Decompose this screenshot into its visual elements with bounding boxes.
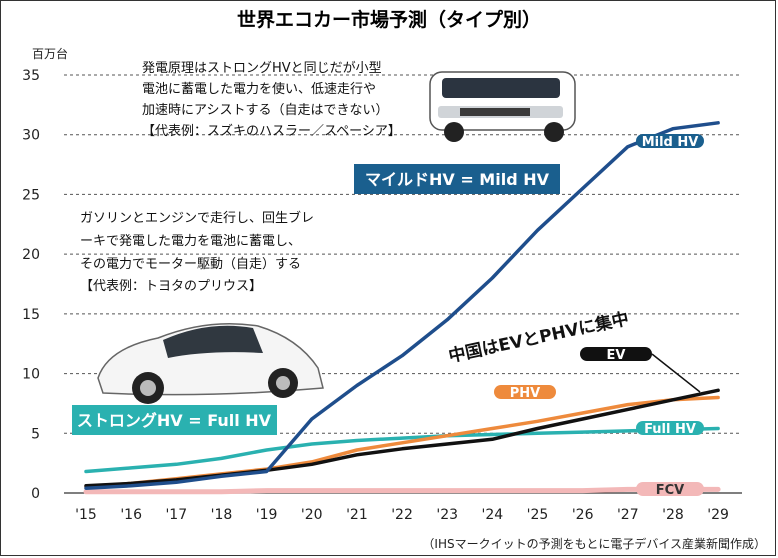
full-desc-line-4: 【代表例：トヨタのプリウス】 <box>80 279 262 294</box>
x-tick-label: '27 <box>617 507 639 523</box>
y-tick-label: 0 <box>31 486 40 502</box>
y-tick-label: 20 <box>22 247 40 263</box>
phv-tag: PHV <box>494 385 556 401</box>
x-tick-label: '15 <box>75 507 97 523</box>
x-tick-label: '16 <box>120 507 142 523</box>
mild-hv-tag: Mild HV <box>636 134 704 150</box>
full-hv-tag-label: Full HV <box>644 422 696 437</box>
x-axis-ticks: '15 '16 '17 '18 '19 '20 '21 '22 '23 '24 '25 '26 '27 '… <box>75 507 729 523</box>
full-desc-line-1: ガソリンとエンジンで走行し、回生ブレ <box>80 210 314 226</box>
phv-tag-label: PHV <box>510 386 540 401</box>
x-tick-label: '19 <box>256 507 278 523</box>
y-tick-label: 35 <box>22 68 40 84</box>
full-hv-box <box>72 405 277 435</box>
y-tick-label: 15 <box>22 307 40 323</box>
y-tick-label: 25 <box>22 187 40 203</box>
suzuki-car-illustration <box>429 71 576 142</box>
ev-tag-leader <box>651 353 701 393</box>
x-tick-label: '22 <box>391 507 413 523</box>
mild-hv-tag-label: Mild HV <box>642 135 699 150</box>
x-tick-label: '20 <box>301 507 323 523</box>
ev-tag-label: EV <box>607 348 626 363</box>
mild-hv-box-label: マイルドHV = Mild HV <box>365 170 550 189</box>
fcv-tag: FCV <box>636 482 704 498</box>
y-tick-label: 30 <box>22 128 40 144</box>
x-tick-label: '26 <box>572 507 594 523</box>
series-line-full-hv <box>84 426 720 474</box>
fcv-tag-label: FCV <box>656 483 684 498</box>
series-line-mild-hv <box>84 121 720 490</box>
y-tick-label: 5 <box>31 426 40 442</box>
mild-desc-line-1: 発電原理はストロングHVと同じだが小型 <box>142 61 382 76</box>
x-tick-label: '28 <box>662 507 684 523</box>
ev-tag: EV <box>580 347 701 393</box>
mild-hv-description: 発電原理はストロングHVと同じだが小型 電池に蓄電した電力を使い、低速走行や 加… <box>142 61 401 139</box>
y-axis-ticks: 0 5 10 15 20 25 30 35 <box>22 68 40 502</box>
x-tick-label: '23 <box>436 507 458 523</box>
full-hv-box-label: ストロングHV = Full HV <box>77 411 272 430</box>
mild-desc-line-4: 【代表例：スズキのハスラー／スペーシア】 <box>142 123 401 139</box>
gridlines <box>64 74 742 494</box>
x-tick-label: '29 <box>707 507 729 523</box>
mild-desc-line-3: 加速時にアシストする（自走はできない） <box>142 103 388 118</box>
x-tick-label: '21 <box>346 507 368 523</box>
series-line-ev <box>84 388 720 488</box>
y-axis-unit: 百万台 <box>32 46 68 61</box>
series-lines <box>83 121 721 495</box>
mild-hv-box <box>354 164 560 194</box>
x-tick-label: '17 <box>165 507 187 523</box>
full-hv-tag: Full HV <box>636 421 704 437</box>
full-desc-line-2: ーキで発電した電力を電池に蓄電し、 <box>80 234 301 249</box>
source-note: （IHSマークイットの予測をもとに電子デバイス産業新聞作成） <box>422 536 766 551</box>
x-tick-label: '18 <box>211 507 233 523</box>
x-tick-label: '25 <box>527 507 549 523</box>
full-hv-description: ガソリンとエンジンで走行し、回生ブレ ーキで発電した電力を電池に蓄電し、 その電… <box>80 210 314 294</box>
prius-car-illustration <box>97 322 324 404</box>
series-line-fcv <box>83 486 721 495</box>
mild-desc-line-2: 電池に蓄電した電力を使い、低速走行や <box>142 81 376 97</box>
x-tick-label: '24 <box>482 507 504 523</box>
full-desc-line-3: その電力でモーター駆動（自走）する <box>80 257 301 272</box>
chart-title: 世界エコカー市場予測（タイプ別） <box>237 8 541 31</box>
y-tick-label: 10 <box>22 367 40 383</box>
